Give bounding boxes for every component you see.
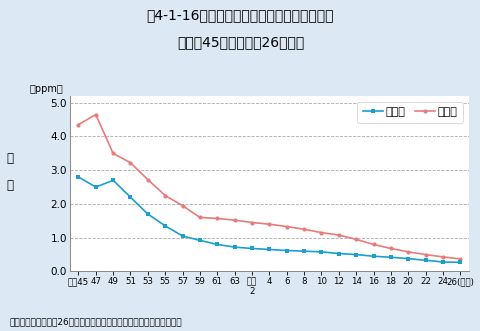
- 自排局: [197, 215, 203, 219]
- 自排局: [162, 194, 168, 198]
- 一般局: [335, 252, 341, 256]
- 一般局: [370, 254, 376, 258]
- Line: 一般局: 一般局: [76, 175, 461, 264]
- 自排局: [422, 253, 428, 257]
- 一般局: [249, 247, 254, 251]
- 一般局: [180, 234, 185, 238]
- 自排局: [300, 227, 306, 231]
- Text: （ppm）: （ppm）: [30, 84, 63, 94]
- 自排局: [249, 220, 254, 224]
- 自排局: [352, 237, 358, 241]
- Text: 資料：環境省「平成26年度大気汚染状況について（報道発表資料）」: 資料：環境省「平成26年度大気汚染状況について（報道発表資料）」: [10, 317, 182, 326]
- Line: 自排局: 自排局: [76, 113, 461, 261]
- 一般局: [110, 178, 116, 182]
- 自排局: [370, 242, 376, 246]
- 一般局: [318, 250, 324, 254]
- 一般局: [144, 212, 150, 216]
- 一般局: [405, 257, 410, 260]
- 一般局: [439, 260, 445, 264]
- 自排局: [456, 257, 462, 261]
- 自排局: [180, 204, 185, 208]
- 自排局: [93, 113, 98, 117]
- 自排局: [110, 151, 116, 155]
- 自排局: [318, 231, 324, 235]
- 一般局: [75, 175, 81, 179]
- 一般局: [456, 260, 462, 264]
- 自排局: [75, 123, 81, 127]
- 自排局: [387, 247, 393, 251]
- 自排局: [144, 178, 150, 182]
- Legend: 一般局, 自排局: 一般局, 自排局: [356, 102, 462, 123]
- 一般局: [387, 255, 393, 259]
- 一般局: [266, 248, 272, 252]
- Text: 濃: 濃: [6, 152, 13, 166]
- 自排局: [214, 216, 220, 220]
- Text: 図4-1-16　一酸化炭素濃度の年平均値の推移: 図4-1-16 一酸化炭素濃度の年平均値の推移: [146, 8, 334, 22]
- 自排局: [127, 161, 133, 165]
- 自排局: [335, 233, 341, 237]
- 一般局: [197, 238, 203, 242]
- 一般局: [127, 195, 133, 199]
- 自排局: [231, 218, 237, 222]
- 一般局: [214, 242, 220, 246]
- Text: 度: 度: [6, 179, 13, 192]
- 自排局: [266, 222, 272, 226]
- 一般局: [283, 249, 289, 253]
- 自排局: [405, 250, 410, 254]
- 自排局: [283, 224, 289, 228]
- 一般局: [162, 224, 168, 228]
- 一般局: [231, 245, 237, 249]
- 一般局: [422, 258, 428, 262]
- 一般局: [93, 185, 98, 189]
- 一般局: [300, 249, 306, 253]
- 一般局: [352, 253, 358, 257]
- Text: （昭和45年度～平成26年度）: （昭和45年度～平成26年度）: [177, 35, 303, 49]
- 自排局: [439, 255, 445, 259]
